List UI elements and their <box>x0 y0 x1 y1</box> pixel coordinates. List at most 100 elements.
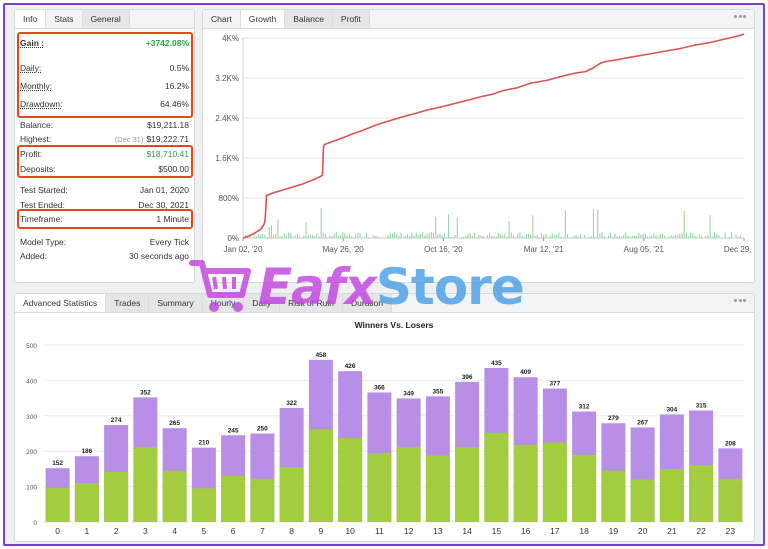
profit-label: Profit: <box>20 149 43 159</box>
volume-bar <box>465 236 467 238</box>
data-label: 279 <box>608 415 619 422</box>
data-label: 250 <box>257 426 268 433</box>
chart-menu-icon[interactable] <box>734 15 746 18</box>
advanced-menu-icon[interactable] <box>734 299 746 302</box>
x-tick-label: 21 <box>667 526 677 536</box>
volume-bar <box>290 232 292 238</box>
test-ended-label: Test Ended: <box>20 200 65 210</box>
profit-row: Profit: $18,710.41 <box>20 148 189 160</box>
x-tick-label: 8 <box>289 526 294 536</box>
bar-winners <box>601 470 626 522</box>
volume-bar <box>528 233 530 238</box>
volume-bar <box>573 236 575 238</box>
tab-hourly[interactable]: Hourly <box>202 294 245 312</box>
volume-bar <box>629 237 631 238</box>
volume-bar <box>268 227 270 238</box>
daily-label[interactable]: Daily: <box>20 63 42 73</box>
volume-bar <box>407 234 409 238</box>
tab-stats[interactable]: Stats <box>46 10 83 28</box>
x-tick-label: Oct 16, '20 <box>424 245 463 254</box>
volume-bar <box>441 234 443 238</box>
volume-bar <box>301 237 303 238</box>
volume-bar <box>432 233 434 238</box>
volume-bar <box>303 235 305 238</box>
tab-duration[interactable]: Duration <box>343 294 393 312</box>
deposits-label: Deposits: <box>20 164 56 174</box>
drawdown-value: 64.46% <box>160 99 189 109</box>
data-label: 315 <box>696 402 707 409</box>
volume-bar <box>655 235 657 238</box>
volume-bar <box>324 234 326 238</box>
drawdown-label[interactable]: Drawdown: <box>20 99 63 109</box>
tab-general[interactable]: General <box>82 10 130 28</box>
tab-profit[interactable]: Profit <box>332 10 370 28</box>
data-label: 377 <box>549 381 560 388</box>
volume-bar <box>502 235 504 238</box>
data-label: 186 <box>81 448 92 455</box>
volume-bar <box>320 207 322 238</box>
volume-bar <box>597 209 599 238</box>
volume-bar <box>340 235 342 238</box>
monthly-value: 16.2% <box>164 81 189 91</box>
volume-bar <box>640 234 642 238</box>
volume-bar <box>536 234 538 238</box>
growth-chart: 0% 800% 1.6K% 2.4K% 3.2K% 4K% Jan 02, '20 May 2… <box>215 33 754 254</box>
tab-chart[interactable]: Chart <box>203 10 241 28</box>
volume-bar <box>577 236 579 238</box>
tab-daily[interactable]: Daily <box>244 294 281 312</box>
y-tick-label: 300 <box>26 414 37 421</box>
data-label: 458 <box>315 352 326 359</box>
volume-bar <box>692 232 694 238</box>
monthly-label[interactable]: Monthly: <box>20 81 53 91</box>
test-ended-row: Test Ended: Dec 30, 2021 <box>20 199 189 211</box>
volume-bar <box>476 237 478 238</box>
tab-balance[interactable]: Balance <box>285 10 333 28</box>
volume-bar <box>342 232 344 238</box>
tab-summary[interactable]: Summary <box>149 294 203 312</box>
y-tick-label: 0% <box>227 234 239 243</box>
volume-bar <box>437 234 439 238</box>
volume-bar <box>547 237 549 238</box>
timeframe-row: Timeframe: 1 Minute <box>20 213 189 225</box>
volume-bar <box>683 210 685 238</box>
volume-bar <box>389 233 391 238</box>
bar-winners <box>308 429 333 522</box>
gain-label[interactable]: Gain : <box>20 38 45 48</box>
volume-bar <box>668 236 670 238</box>
volume-bar <box>590 236 592 238</box>
data-label: 210 <box>198 440 209 447</box>
x-tick-label: 18 <box>579 526 589 536</box>
tab-info[interactable]: Info <box>15 10 47 28</box>
volume-bar <box>467 234 469 238</box>
highest-value-wrap: (Dec 31) $19,222.71 <box>115 134 189 144</box>
x-tick-label: 19 <box>609 526 619 536</box>
volume-bar <box>428 232 430 238</box>
volume-bar <box>333 233 335 238</box>
model-type-label: Model Type: <box>20 237 67 247</box>
volume-bar <box>260 235 262 238</box>
y-tick-label: 400 <box>26 378 37 385</box>
volume-bar <box>456 217 458 238</box>
bar-winners <box>45 487 70 522</box>
x-tick-label: 20 <box>638 526 648 536</box>
volume-bar <box>273 235 275 238</box>
tab-advanced-statistics[interactable]: Advanced Statistics <box>15 294 107 312</box>
volume-bar <box>737 237 739 238</box>
volume-bar <box>348 233 350 238</box>
volume-bar <box>713 232 715 238</box>
bar-winners <box>133 446 158 522</box>
volume-bar <box>355 233 357 238</box>
tab-risk-of-ruin[interactable]: Risk of Ruin <box>280 294 343 312</box>
volume-bar <box>521 235 523 238</box>
volume-bar <box>296 234 298 238</box>
volume-bar <box>675 235 677 238</box>
volume-bar <box>610 232 612 238</box>
volume-bar <box>266 236 268 238</box>
data-label: 409 <box>520 369 531 376</box>
tab-trades[interactable]: Trades <box>106 294 150 312</box>
gain-row: Gain : +3742.08% <box>20 37 189 49</box>
x-tick-label: 12 <box>404 526 414 536</box>
tab-growth[interactable]: Growth <box>240 10 286 28</box>
gain-value: +3742.08% <box>145 38 189 48</box>
volume-bar <box>292 236 294 238</box>
